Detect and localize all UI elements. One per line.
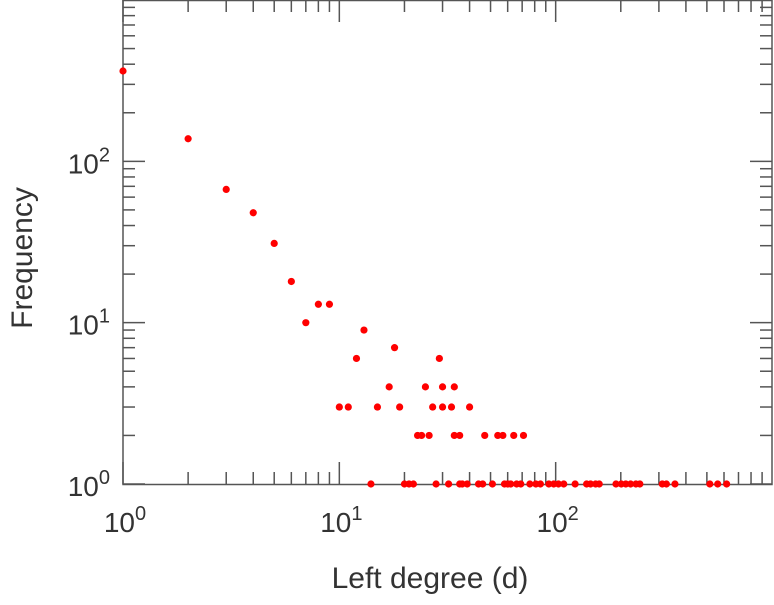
axis-ticks <box>122 0 772 485</box>
data-point <box>438 403 447 411</box>
data-point <box>450 431 458 440</box>
data-point <box>545 480 553 488</box>
data-point <box>396 403 404 411</box>
x-tick-label: 101 <box>320 503 362 538</box>
data-point <box>526 480 534 488</box>
data-point <box>325 300 334 308</box>
y-axis-label: Frequency <box>6 187 39 329</box>
plot-frame <box>122 0 773 486</box>
data-point <box>367 480 375 488</box>
data-point <box>714 480 722 488</box>
data-point <box>302 319 310 327</box>
data-point <box>458 480 466 488</box>
data-point <box>494 431 502 440</box>
x-tick-label: 102 <box>537 503 579 538</box>
data-point <box>438 383 447 391</box>
data-point <box>390 344 399 352</box>
data-point <box>421 383 430 391</box>
data-point <box>287 277 295 286</box>
data-point <box>463 480 471 488</box>
x-tick-label: 100 <box>104 503 146 538</box>
data-point <box>595 480 603 488</box>
x-tick-labels: 100 101 102 <box>104 503 579 538</box>
data-point <box>429 403 437 411</box>
data-point <box>409 480 418 488</box>
data-point <box>119 67 127 75</box>
data-point <box>507 480 515 488</box>
data-point <box>586 480 595 488</box>
data-point <box>456 431 464 440</box>
data-point <box>314 300 322 308</box>
data-point <box>519 431 528 440</box>
data-point <box>222 185 230 193</box>
data-point <box>447 403 456 411</box>
data-point <box>554 480 563 488</box>
data-point <box>385 383 393 391</box>
x-axis-label: Left degree (d) <box>332 562 529 595</box>
data-point <box>636 480 644 488</box>
y-tick-labels: 100 101 102 <box>68 144 110 502</box>
data-point <box>417 431 426 440</box>
y-tick-label: 100 <box>68 467 110 502</box>
data-point <box>571 480 579 488</box>
data-point <box>425 431 433 440</box>
data-point <box>465 403 474 411</box>
data-point <box>360 326 368 334</box>
y-tick-label: 102 <box>68 144 110 179</box>
data-point <box>184 135 192 143</box>
data-point <box>481 431 489 440</box>
data-point <box>499 431 507 440</box>
data-point <box>344 403 352 411</box>
data-point <box>479 480 487 488</box>
data-point <box>706 480 714 488</box>
data-point <box>445 480 453 488</box>
data-point <box>560 480 568 488</box>
data-point <box>510 431 518 440</box>
data-point <box>723 480 731 488</box>
data-point <box>335 403 343 411</box>
data-point <box>432 480 440 488</box>
data-point <box>270 239 278 247</box>
data-point <box>662 480 671 488</box>
y-tick-label: 101 <box>68 306 110 341</box>
data-point <box>536 480 544 488</box>
data-point <box>450 383 458 391</box>
data-point <box>488 480 497 488</box>
data-point <box>671 480 679 488</box>
data-point <box>612 480 620 488</box>
data-point <box>249 209 257 217</box>
data-point <box>352 354 361 363</box>
data-point <box>373 403 382 411</box>
data-point <box>517 480 525 488</box>
data-point <box>435 354 443 363</box>
data-points <box>119 67 731 488</box>
data-point <box>626 480 635 488</box>
